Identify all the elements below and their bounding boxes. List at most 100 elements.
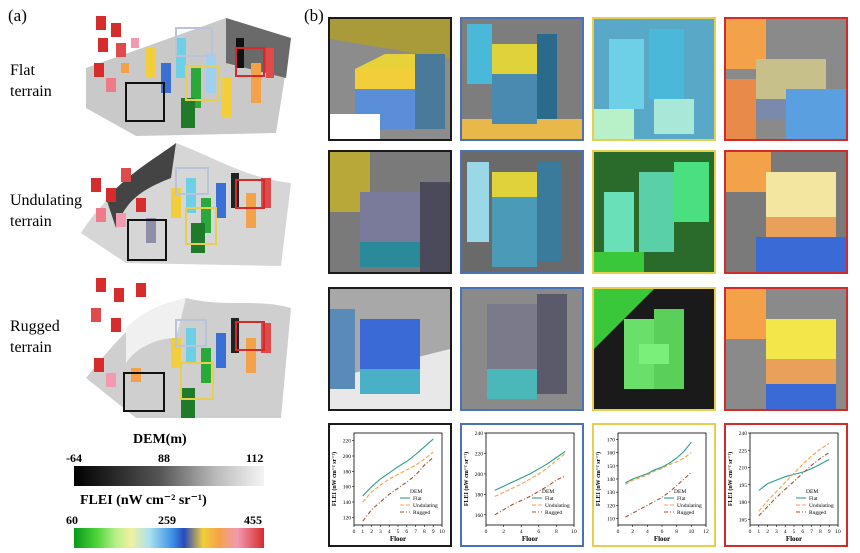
- buildings-mixed-cluster: [146, 173, 271, 253]
- x-tick-label: 2: [370, 529, 373, 535]
- series-line-flat: [362, 438, 434, 497]
- x-tick-label: 10: [571, 529, 577, 535]
- x-tick-label: 6: [801, 529, 804, 535]
- x-tick-label: 5: [397, 529, 400, 535]
- x-tick-label: 10: [835, 529, 841, 535]
- x-tick-label: 2: [766, 529, 769, 535]
- y-tick-label: 240: [739, 431, 748, 437]
- scene-undulating: [76, 138, 296, 268]
- y-tick-label: 220: [343, 439, 352, 445]
- x-tick-label: 0: [617, 529, 620, 535]
- dem-tick-max: 112: [246, 451, 264, 465]
- x-axis-label: Floor: [390, 535, 406, 543]
- y-tick-label: 180: [343, 469, 352, 475]
- legend-entry: Flat: [545, 496, 554, 502]
- x-tick-label: 8: [555, 529, 558, 535]
- x-tick-label: 9: [828, 529, 831, 535]
- x-tick-label: 0: [485, 529, 488, 535]
- scene-flat: [76, 8, 296, 138]
- legend-entry: Undulating: [545, 503, 570, 509]
- legend-entry: Undulating: [413, 503, 438, 509]
- dem-colorbar: [74, 466, 264, 486]
- y-tick-label: 110: [607, 516, 615, 522]
- y-tick-label: 200: [343, 454, 352, 460]
- y-tick-label: 170: [607, 438, 616, 444]
- legend-entry: Flat: [809, 496, 818, 502]
- y-tick-label: 200: [475, 472, 484, 478]
- y-tick-label: 140: [343, 500, 352, 506]
- chart-black: 220 200 180 160 140 120 0 1 2 3 4 5 6 7 8 9 10 Floor FLEI …: [328, 423, 452, 547]
- series-line-undulating: [758, 442, 830, 512]
- series-line-undulating: [362, 451, 434, 503]
- terrain-label-flat: Flat terrain: [10, 62, 52, 100]
- zoom-undulating-blue: [460, 150, 584, 274]
- legend-title: DEM: [674, 489, 686, 495]
- y-tick-label: 120: [607, 503, 616, 509]
- y-tick-label: 195: [739, 483, 748, 489]
- x-axis-label: Floor: [654, 535, 670, 543]
- y-tick-label: 180: [475, 492, 484, 498]
- x-tick-label: 8: [819, 529, 822, 535]
- x-tick-label: 5: [793, 529, 796, 535]
- series-line-rugged: [625, 471, 692, 518]
- legend-title: DEM: [410, 489, 422, 495]
- legend-entry: Rugged: [809, 510, 826, 516]
- zoom-flat-yellow: [592, 17, 716, 141]
- y-tick-label: 210: [739, 466, 748, 472]
- series-line-undulating: [625, 452, 692, 485]
- legend-title: DEM: [542, 489, 554, 495]
- zoom-undulating-red: [724, 150, 848, 274]
- zoom-rugged-black: [328, 287, 452, 411]
- x-tick-label: 4: [784, 529, 787, 535]
- zoom-flat-black: [328, 17, 452, 141]
- zoom-rugged-red: [724, 287, 848, 411]
- legend-entry: Rugged: [677, 510, 694, 516]
- x-tick-label: 7: [810, 529, 813, 535]
- y-tick-label: 160: [343, 485, 352, 491]
- y-tick-label: 120: [343, 515, 352, 521]
- buildings-mixed-cluster: [146, 38, 274, 128]
- x-tick-label: 3: [379, 529, 382, 535]
- chart-yellow: 170 160 150 140 130 120 110 0 2 4 6 8 10 12 Floor FLEI …: [592, 423, 716, 547]
- x-tick-label: 6: [537, 529, 540, 535]
- x-tick-label: 0: [749, 529, 752, 535]
- y-tick-label: 130: [607, 490, 616, 496]
- x-tick-label: 10: [439, 529, 445, 535]
- series-line-flat: [494, 450, 566, 491]
- y-axis-label: FLEI (nW cm⁻² sr⁻¹): [463, 452, 470, 506]
- panel-b-label: (b): [304, 6, 324, 25]
- x-tick-label: 8: [675, 529, 678, 535]
- series-line-rugged: [494, 475, 566, 516]
- dem-legend-title: DEM(m): [133, 432, 187, 447]
- y-tick-label: 150: [607, 464, 616, 470]
- x-tick-label: 6: [405, 529, 408, 535]
- chart-blue-plot: 240 220 200 180 160 0 2 4 6 8 10 Floor FLEI (nW cm⁻²…: [463, 431, 577, 543]
- buildings-red-cluster: [91, 278, 146, 387]
- legend-entry: Flat: [413, 496, 422, 502]
- scene-rugged: [76, 268, 296, 428]
- scene-rugged-graphic: [86, 278, 291, 418]
- chart-blue: 240 220 200 180 160 0 2 4 6 8 10 Floor FLEI (nW cm⁻²…: [460, 423, 584, 547]
- y-tick-label: 160: [475, 513, 484, 519]
- series-line-flat: [758, 459, 830, 491]
- flei-tick-min: 60: [66, 513, 78, 527]
- terrain-label-undulating: Undulating terrain: [10, 192, 82, 230]
- terrain-label-rugged: Rugged terrain: [10, 318, 60, 356]
- x-axis-label: Floor: [786, 535, 802, 543]
- legend-entry: Rugged: [413, 510, 430, 516]
- x-axis-label: Floor: [522, 535, 538, 543]
- y-tick-label: 225: [739, 448, 748, 454]
- scene-flat-graphic: [86, 16, 291, 136]
- chart-yellow-plot: 170 160 150 140 130 120 110 0 2 4 6 8 10 12 Floor FLEI …: [595, 432, 709, 543]
- x-tick-label: 1: [757, 529, 760, 535]
- y-axis-label: FLEI (nW cm⁻² sr⁻¹): [331, 452, 338, 506]
- zoom-rugged-yellow: [592, 287, 716, 411]
- x-tick-label: 4: [520, 529, 523, 535]
- x-tick-label: 1: [361, 529, 364, 535]
- zoom-rugged-blue: [460, 287, 584, 411]
- x-tick-label: 4: [388, 529, 391, 535]
- legend-entry: Undulating: [809, 503, 834, 509]
- x-tick-label: 3: [775, 529, 778, 535]
- y-axis-label: FLEI (nW cm⁻² sr⁻¹): [595, 452, 602, 506]
- buildings-red-cluster: [94, 16, 139, 92]
